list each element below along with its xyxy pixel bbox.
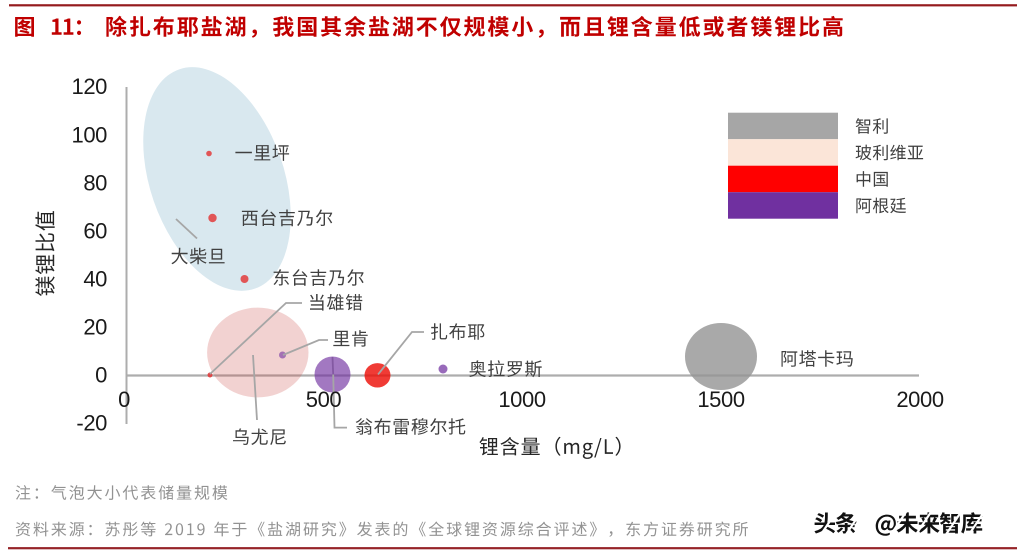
svg-text:120: 120 <box>71 74 107 99</box>
svg-text:500: 500 <box>306 387 342 412</box>
svg-text:80: 80 <box>83 170 107 195</box>
svg-text:1500: 1500 <box>697 387 745 412</box>
svg-text:1000: 1000 <box>498 387 546 412</box>
svg-text:40: 40 <box>83 267 107 292</box>
svg-text:-20: -20 <box>76 411 107 436</box>
svg-text:20: 20 <box>83 315 107 340</box>
svg-text:0: 0 <box>95 363 107 388</box>
svg-text:100: 100 <box>71 122 107 147</box>
svg-text:0: 0 <box>118 387 130 412</box>
svg-text:2000: 2000 <box>896 387 944 412</box>
svg-text:60: 60 <box>83 218 107 243</box>
